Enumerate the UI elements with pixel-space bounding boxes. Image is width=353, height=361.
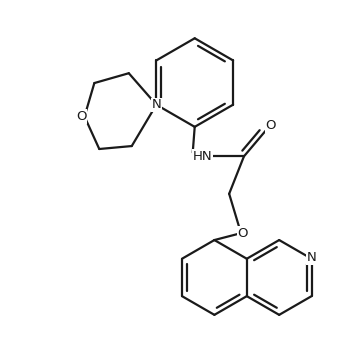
Text: O: O <box>238 227 248 240</box>
Text: HN: HN <box>193 150 213 163</box>
Text: O: O <box>76 110 87 123</box>
Text: O: O <box>265 119 276 132</box>
Text: N: N <box>151 98 161 111</box>
Text: N: N <box>307 251 316 264</box>
